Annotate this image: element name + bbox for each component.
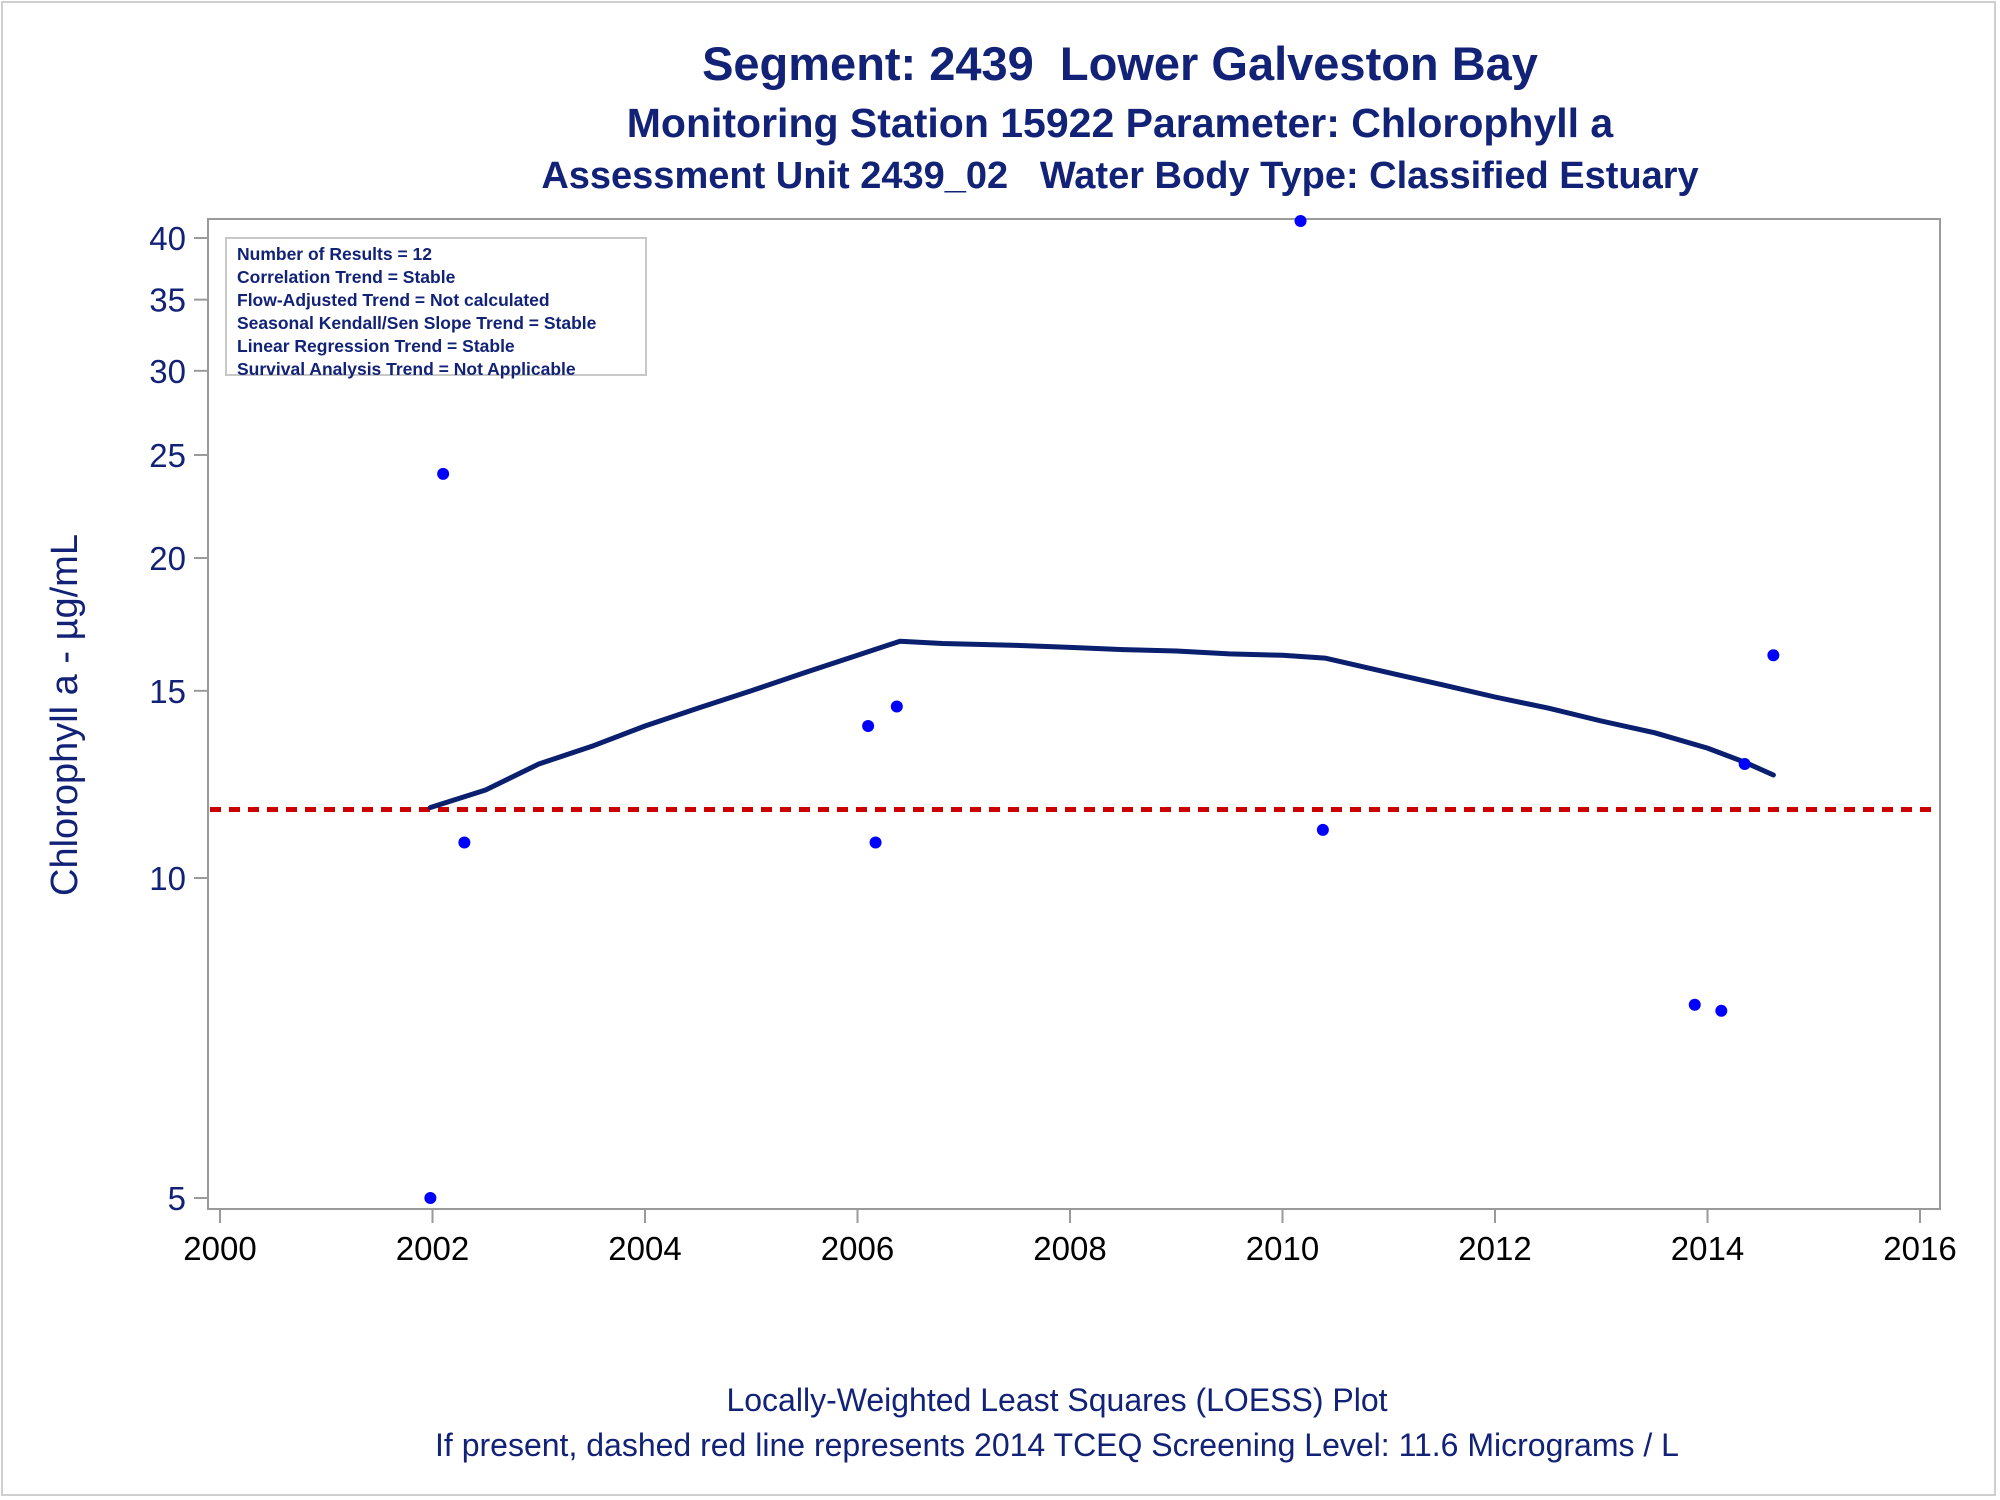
data-point: [458, 836, 471, 849]
chart-subtitle-station: Monitoring Station 15922 Parameter: Chlo…: [626, 100, 1614, 146]
data-point: [1738, 758, 1751, 771]
info-line-seasonal-kendall: Seasonal Kendall/Sen Slope Trend = Stabl…: [237, 313, 597, 333]
plot-area-border: [207, 218, 1941, 1210]
y-tick-label: 15: [149, 673, 186, 710]
data-point: [1316, 823, 1329, 836]
y-tick-label: 40: [149, 220, 186, 257]
info-line-correlation: Correlation Trend = Stable: [237, 267, 456, 287]
data-point: [1767, 649, 1780, 662]
footnote-screening: If present, dashed red line represents 2…: [435, 1427, 1679, 1463]
y-axis-label: Chlorophyll a - µg/mL: [44, 534, 86, 896]
data-point: [869, 836, 882, 849]
footnote-loess: Locally-Weighted Least Squares (LOESS) P…: [726, 1382, 1388, 1418]
y-tick-label: 5: [168, 1180, 186, 1217]
x-tick-label: 2008: [1033, 1230, 1106, 1267]
y-tick-label: 20: [149, 540, 186, 577]
loess-line: [427, 638, 1776, 810]
x-tick-label: 2004: [608, 1230, 681, 1267]
x-tick-label: 2000: [183, 1230, 256, 1267]
data-point: [1715, 1004, 1728, 1017]
x-tick-label: 2016: [1883, 1230, 1956, 1267]
data-point: [862, 719, 875, 732]
x-tick-label: 2002: [396, 1230, 469, 1267]
chart-title: Segment: 2439 Lower Galveston Bay: [702, 37, 1538, 90]
info-line-flow-adjusted: Flow-Adjusted Trend = Not calculated: [237, 290, 550, 310]
x-tick-label: 2012: [1458, 1230, 1531, 1267]
y-tick-label: 10: [149, 860, 186, 897]
data-point: [437, 467, 450, 480]
data-point: [1294, 215, 1307, 228]
y-tick-label: 25: [149, 437, 186, 474]
info-line-results: Number of Results = 12: [237, 244, 432, 264]
x-tick-label: 2014: [1671, 1230, 1744, 1267]
data-point: [890, 700, 903, 713]
chart-subtitle-assessment: Assessment Unit 2439_02 Water Body Type:…: [541, 155, 1699, 197]
data-point: [424, 1192, 437, 1204]
trend-info-box: Number of Results = 12 Correlation Trend…: [225, 237, 647, 379]
info-line-survival-analysis: Survival Analysis Trend = Not Applicable: [237, 359, 576, 379]
y-tick-label: 30: [149, 353, 186, 390]
data-point: [1688, 998, 1701, 1011]
y-tick-label: 35: [149, 282, 186, 319]
x-tick-label: 2006: [821, 1230, 894, 1267]
x-tick-label: 2010: [1246, 1230, 1319, 1267]
info-line-linear-regression: Linear Regression Trend = Stable: [237, 336, 515, 356]
